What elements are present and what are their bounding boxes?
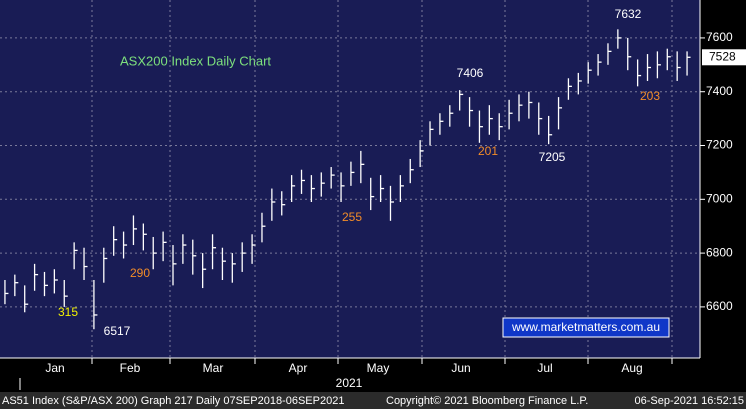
chart-title: ASX200 Index Daily Chart <box>120 53 271 68</box>
x-tick-label: Jul <box>537 361 552 375</box>
annotation: 6517 <box>104 324 131 338</box>
y-tick-label: 7000 <box>706 191 733 205</box>
annotation: 290 <box>130 266 150 280</box>
x-tick-label: Jan <box>45 361 64 375</box>
annotation: 255 <box>342 210 362 224</box>
x-tick-label: Aug <box>621 361 642 375</box>
x-tick-label: May <box>367 361 390 375</box>
annotation: 7632 <box>615 7 642 21</box>
x-tick-label: Jun <box>451 361 470 375</box>
x-tick-label: Apr <box>289 361 308 375</box>
year-label: 2021 <box>336 376 363 390</box>
annotation: 201 <box>478 144 498 158</box>
annotation: 7205 <box>539 150 566 164</box>
last-price-box <box>702 49 746 66</box>
x-tick-label: Feb <box>120 361 141 375</box>
footer-text: 06-Sep-2021 16:52:15 <box>635 395 744 407</box>
footer-band <box>0 392 746 409</box>
annotation: 203 <box>640 89 660 103</box>
annotation: 315 <box>58 305 78 319</box>
y-tick-label: 6800 <box>706 245 733 259</box>
footer-text: AS51 Index (S&P/ASX 200) Graph 217 Daily… <box>2 395 344 407</box>
plot-area <box>0 0 700 358</box>
y-tick-label: 7200 <box>706 138 733 152</box>
x-tick-label: Mar <box>203 361 224 375</box>
y-tick-label: 7600 <box>706 30 733 44</box>
y-tick-label: 7400 <box>706 84 733 98</box>
annotation: 7406 <box>457 66 484 80</box>
last-price-label: 7528 <box>709 49 736 63</box>
y-tick-label: 6600 <box>706 299 733 313</box>
watermark: www.marketmatters.com.au <box>511 320 660 334</box>
watermark-box <box>502 317 670 338</box>
footer-text: Copyright© 2021 Bloomberg Finance L.P. <box>386 395 588 407</box>
